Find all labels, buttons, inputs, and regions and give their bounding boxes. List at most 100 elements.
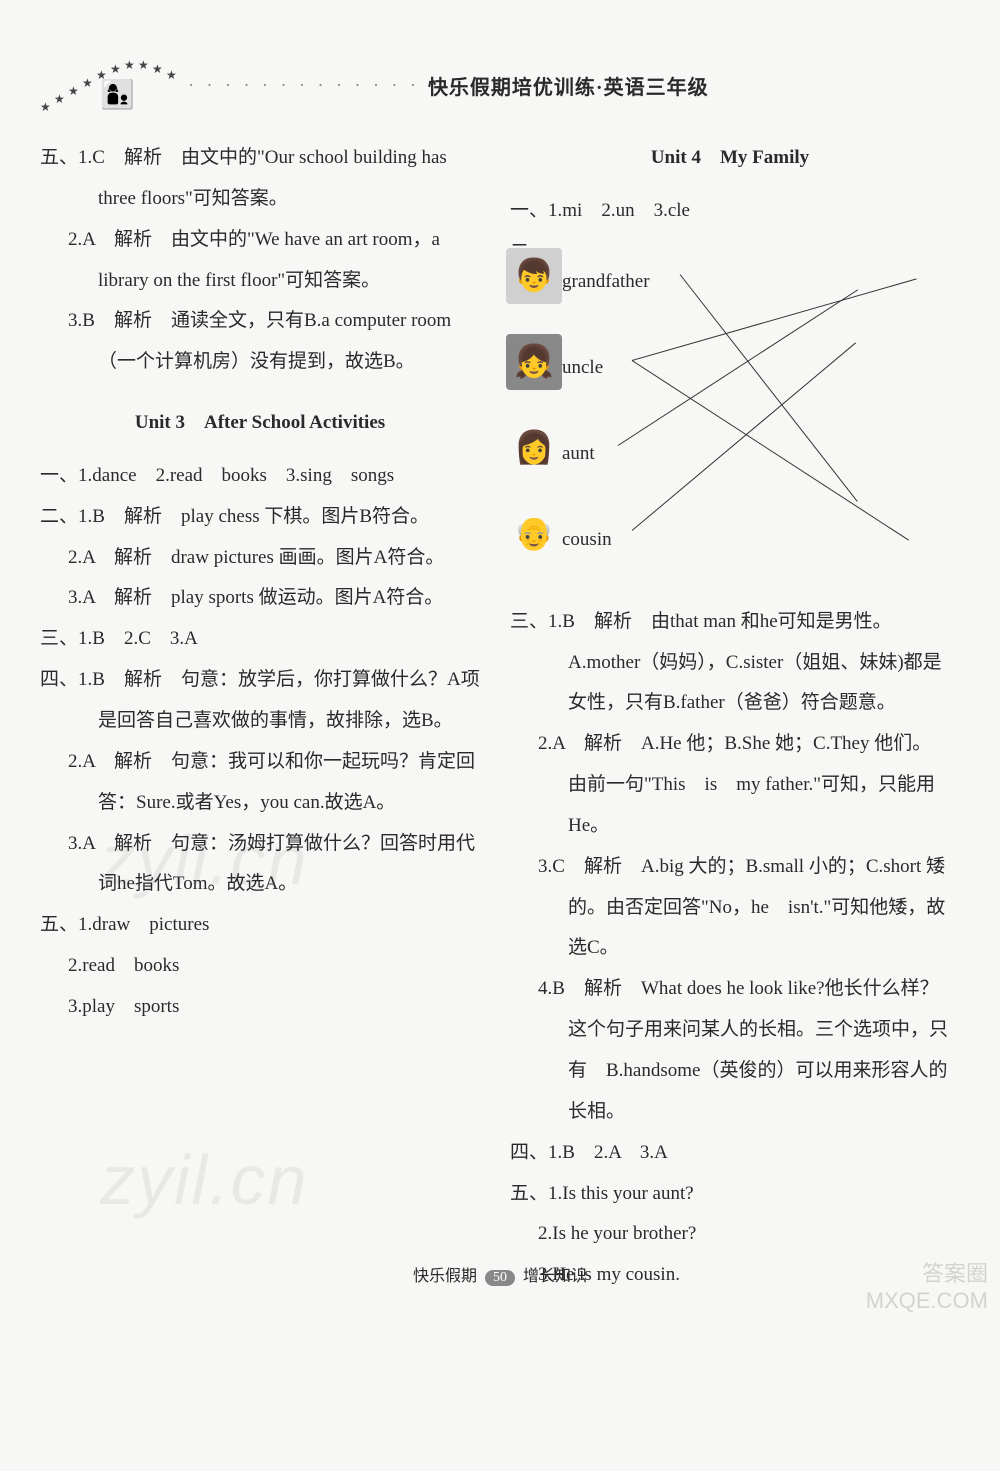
unit3-title: Unit 3 After School Activities [40,403,480,444]
answer: 3.A [68,587,95,608]
u3-q4-i1: 四、1.B 解析 句意：放学后，你打算做什么？A项是回答自己喜欢做的事情，故排除… [40,660,480,742]
u4-q3-i1: 三、1.B 解析 由that man 和he可知是男性。A.mother（妈妈）… [510,602,950,725]
header-dots: · · · · · · · · · · · · · [188,75,420,96]
u3-q1: 一、1.dance 2.read books 3.sing songs [40,456,480,497]
u4-q2-wrap: 二、 grandfather uncle aunt cousin 👦 👧 👩 👴 [510,232,950,602]
text: 1.draw pictures [78,914,209,935]
section-num: 五、 [40,147,78,168]
corner-wm-2: MXQE.COM [866,1288,988,1314]
tag: 解析 [124,506,162,527]
answer: 1.B [78,669,105,690]
explain: 句意：我可以和你一起玩吗？肯定回答：Sure.或者Yes，you can.故选A… [98,751,475,813]
q5-item3: 3.B 解析 通读全文，只有B.a computer room（一个计算机房）没… [40,301,480,383]
text: 1.B 2.C 3.A [78,628,198,649]
u4-q4: 四、1.B 2.A 3.A [510,1133,950,1174]
tag: 解析 [114,751,152,772]
explain: What does he look like?他长什么样？这个句子用来问某人的长… [568,978,948,1122]
tag: 解析 [584,978,622,999]
explain: A.He 他；B.She 她；C.They 他们。由前一句"This is my… [568,733,935,836]
u3-q3: 三、1.B 2.C 3.A [40,619,480,660]
tag: 解析 [584,856,622,877]
section-num: 四、 [40,669,78,690]
header-logo: ★ ★ ★ ★ ★ ★ ★ ★ ★ ★ 👩‍👦 [40,50,180,120]
section-num: 四、 [510,1142,548,1163]
answer: 3.B [68,310,95,331]
section-num: 一、 [510,200,548,221]
u4-q3-i3: 3.C 解析 A.big 大的；B.small 小的；C.short 矮的。由否… [510,847,950,970]
answer: 2.A [68,547,95,568]
right-column: Unit 4 My Family 一、1.mi 2.un 3.cle 二、 gr… [510,138,950,1296]
tag: 解析 [114,587,152,608]
tag: 解析 [114,833,152,854]
answer: 2.A [68,751,95,772]
u3-q2-i3: 3.A 解析 play sports 做运动。图片A符合。 [40,578,480,619]
left-column: 五、1.C 解析 由文中的"Our school building has th… [40,138,480,1296]
section-num: 五、 [510,1183,548,1204]
footer-right: 增长知识 [523,1268,587,1285]
emoji-icon: 👴 [514,499,554,568]
q5-item2: 2.A 解析 由文中的"We have an art room，a librar… [40,220,480,302]
tag: 解析 [584,733,622,754]
answer: 3.A [68,833,95,854]
u4-q5-i1: 五、1.Is this your aunt? [510,1174,950,1215]
page-header: ★ ★ ★ ★ ★ ★ ★ ★ ★ ★ 👩‍👦 · · · · · · · · … [40,50,960,120]
u3-q5-i2: 2.read books [40,946,480,987]
u3-q2-i2: 2.A 解析 draw pictures 画画。图片A符合。 [40,538,480,579]
explain: A.big 大的；B.small 小的；C.short 矮的。由否定回答"No，… [568,856,945,959]
emoji-icon: 👩 [514,413,554,482]
tag: 解析 [124,669,162,690]
match-img-woman: 👩 [506,420,562,476]
match-img-girl: 👧 [506,334,562,390]
tag: 解析 [124,147,162,168]
section-num: 五、 [40,914,78,935]
footer-left: 快乐假期 [413,1268,477,1285]
tag: 解析 [594,611,632,632]
match-img-boy: 👦 [506,248,562,304]
u3-q5-i3: 3.play sports [40,987,480,1028]
tag: 解析 [114,310,152,331]
explain: play chess 下棋。图片B符合。 [181,506,429,527]
page: ★ ★ ★ ★ ★ ★ ★ ★ ★ ★ 👩‍👦 · · · · · · · · … [0,0,1000,1326]
corner-wm-1: 答案圈 [866,1261,988,1287]
match-img-oldman: 👴 [506,506,562,562]
match-label-cousin: cousin [562,520,612,561]
header-title: 快乐假期培优训练·英语三年级 [428,71,709,100]
match-label-uncle: uncle [562,348,603,389]
u4-q1: 一、1.mi 2.un 3.cle [510,191,950,232]
tag: 解析 [114,229,152,250]
match-label-aunt: aunt [562,434,595,475]
u4-q5-i2: 2.Is he your brother? [510,1214,950,1255]
u3-q5-i1: 五、1.draw pictures [40,905,480,946]
text: 1.dance 2.read books 3.sing songs [78,465,394,486]
emoji-icon: 👦 [514,241,554,310]
u3-q4-i2: 2.A 解析 句意：我可以和你一起玩吗？肯定回答：Sure.或者Yes，you … [40,742,480,824]
answer: 1.B [78,506,105,527]
answer: 1.C [78,147,105,168]
emoji-icon: 👧 [514,327,554,396]
u4-q3-i4: 4.B 解析 What does he look like?他长什么样？这个句子… [510,969,950,1132]
answer: 4.B [538,978,565,999]
section-num: 三、 [510,611,548,632]
u3-q4-i3: 3.A 解析 句意：汤姆打算做什么？回答时用代词he指代Tom。故选A。 [40,824,480,906]
u3-q2-i1: 二、1.B 解析 play chess 下棋。图片B符合。 [40,497,480,538]
page-footer: 快乐假期 50 增长知识 [0,1262,1000,1286]
answer: 1.B [548,611,575,632]
content-columns: 五、1.C 解析 由文中的"Our school building has th… [40,138,960,1296]
section-num: 一、 [40,465,78,486]
match-label-grandfather: grandfather [562,262,650,303]
explain: play sports 做运动。图片A符合。 [171,587,443,608]
answer: 2.A [538,733,565,754]
answer: 3.C [538,856,565,877]
u4-q3-i2: 2.A 解析 A.He 他；B.She 她；C.They 他们。由前一句"Thi… [510,724,950,847]
corner-watermark: 答案圈 MXQE.COM [866,1261,988,1314]
footer-page: 50 [485,1270,515,1286]
text: 1.mi 2.un 3.cle [548,200,690,221]
unit4-title: Unit 4 My Family [510,138,950,179]
text: 1.Is this your aunt? [548,1183,694,1204]
section-num: 二、 [40,506,78,527]
answer: 2.A [68,229,95,250]
q5-item1: 五、1.C 解析 由文中的"Our school building has th… [40,138,480,220]
section-num: 三、 [40,628,78,649]
explain: draw pictures 画画。图片A符合。 [171,547,444,568]
tag: 解析 [114,547,152,568]
